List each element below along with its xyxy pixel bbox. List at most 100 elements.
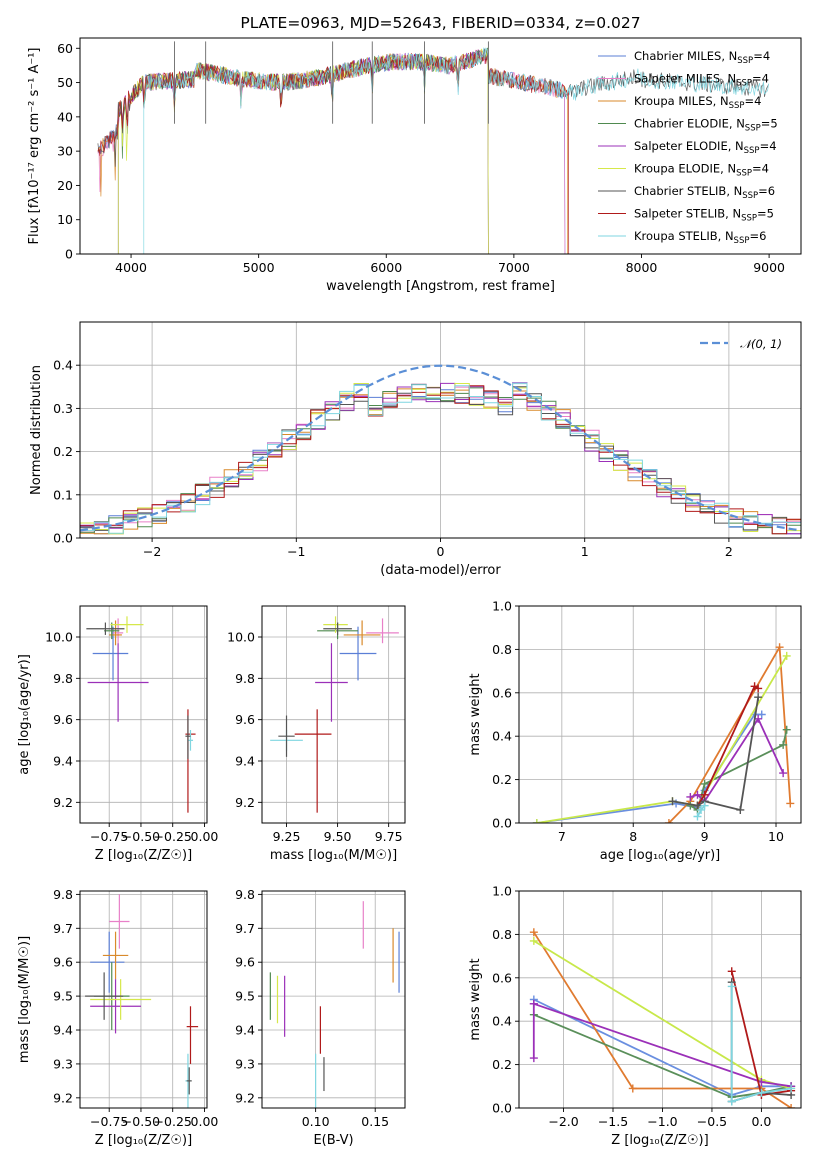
y-tick-label: 9.2 — [235, 1090, 255, 1105]
y-axis-label: age [log₁₀(age/yr)] — [17, 654, 32, 775]
mass-weight-marker — [693, 790, 702, 799]
x-tick-label: 6000 — [370, 260, 402, 275]
plot-area — [86, 616, 196, 813]
errorbar-point — [104, 622, 120, 640]
y-axis-label: mass weight — [468, 958, 483, 1040]
legend-sub: SSP — [736, 169, 752, 179]
y-tick-label: 10.0 — [227, 630, 255, 645]
y-tick-label: 1.0 — [492, 599, 512, 614]
x-tick-label: −1.0 — [647, 1114, 677, 1129]
axes-frame — [79, 321, 802, 539]
legend-eq: =6 — [758, 184, 775, 198]
legend-n: N — [727, 162, 736, 176]
axes-frame — [79, 605, 208, 824]
x-tick-label: 4000 — [115, 260, 147, 275]
errorbar-point — [315, 643, 348, 722]
legend-name: Salpeter MILES, — [634, 72, 727, 86]
legend-sub: SSP — [734, 236, 750, 246]
y-axis-label: Flux [fλ10⁻¹⁷ erg cm⁻² s⁻¹ A⁻¹] — [27, 48, 42, 245]
panel-2: −2 −1 0 1 2 0.0 0.1 0.2 0.3 0.4 (data-model)/error… — [29, 321, 802, 578]
errorbar-point — [366, 618, 399, 644]
legend-name: Kroupa ELODIE, — [634, 162, 727, 176]
mass-weight-line — [696, 685, 759, 807]
errorbar-point — [186, 1067, 192, 1095]
y-tick-label: 0.0 — [492, 1101, 512, 1116]
legend-n: N — [725, 229, 734, 243]
legend-n: N — [720, 94, 729, 108]
x-tick-label: −0.25 — [154, 1114, 192, 1129]
x-tick-label: 8000 — [626, 260, 658, 275]
y-tick-label: 0.6 — [492, 685, 512, 700]
mass-weight-marker — [700, 779, 709, 788]
x-axis-label: E(B-V) — [313, 1133, 353, 1148]
mass-weight-marker — [727, 967, 736, 976]
errorbar-point — [109, 894, 130, 949]
y-tick-label: 30 — [57, 144, 73, 159]
x-tick-label: −2.0 — [548, 1114, 578, 1129]
mass-weight-marker — [529, 999, 538, 1008]
y-tick-label: 0.2 — [53, 444, 73, 459]
panel-6: −0.75−0.50−0.250.00 9.2 9.3 9.4 9.5 9.6 9.7 9.8… — [17, 887, 218, 1148]
y-tick-label: 9.6 — [53, 955, 73, 970]
legend-name: Chabrier MILES, — [634, 49, 729, 63]
mass-weight-marker — [727, 1097, 736, 1106]
x-tick-label: −1.5 — [598, 1114, 628, 1129]
mass-weight-marker — [693, 812, 702, 821]
legend-sub: SSP — [745, 124, 761, 134]
legend-eq: =5 — [761, 117, 778, 131]
panel-1: 4000 5000 6000 7000 8000 9000 0 10 20 30 40 50 60 wav… — [27, 14, 802, 294]
legend-n: N — [736, 117, 745, 131]
y-tick-label: 9.4 — [235, 754, 255, 769]
axes-frame — [79, 890, 208, 1109]
grid-lines — [262, 891, 405, 1108]
y-tick-label: 9.2 — [53, 795, 73, 810]
mass-weight-line — [533, 998, 792, 1096]
y-tick-label: 9.5 — [53, 989, 73, 1004]
x-tick-label: −0.50 — [122, 1114, 160, 1129]
mass-weight-marker — [782, 651, 791, 660]
y-tick-label: 9.3 — [53, 1056, 73, 1071]
y-tick-label: 9.4 — [53, 1023, 73, 1038]
spectrum-line — [117, 47, 489, 254]
x-tick-label: −0.75 — [90, 1114, 128, 1129]
y-tick-label: 0.0 — [492, 816, 512, 831]
errorbar-point — [90, 979, 141, 1034]
legend-name: Chabrier STELIB, — [634, 184, 734, 198]
errorbar-point — [92, 626, 129, 681]
x-tick-label: −0.75 — [90, 829, 128, 844]
errorbar-point — [343, 620, 381, 646]
errorbar-point — [90, 979, 152, 1020]
x-axis-label: Z [log₁₀(Z/Z☉)] — [95, 1133, 192, 1148]
y-tick-label: 9.8 — [53, 887, 73, 902]
mass-weight-marker — [754, 693, 763, 702]
errorbar-point — [294, 709, 332, 813]
mass-weight-marker — [700, 801, 709, 810]
mass-weight-marker — [779, 740, 788, 749]
mass-weight-line — [730, 986, 792, 1103]
plot-area — [269, 901, 400, 1108]
legend-label: Salpeter STELIB, NSSP=5 — [634, 207, 774, 224]
x-tick-label: 9.50 — [324, 829, 352, 844]
mass-weight-marker — [697, 805, 706, 814]
legend-sub: SSP — [737, 56, 753, 66]
mass-weight-marker — [693, 801, 702, 810]
legend-label: Salpeter ELODIE, NSSP=4 — [634, 139, 777, 156]
legend-n: N — [735, 139, 744, 153]
panel-5: 7 8 9 10 0.0 0.2 0.4 0.6 0.8 1.0 age [log₁₀(age/yr… — [468, 599, 802, 863]
spectrum-line — [143, 47, 769, 254]
x-tick-label: 9.75 — [375, 829, 403, 844]
y-tick-label: 0.6 — [492, 970, 512, 985]
histogram-step — [80, 385, 801, 535]
chart-title: PLATE=0963, MJD=52643, FIBERID=0334, z=0… — [240, 14, 640, 32]
plot-area — [270, 616, 399, 813]
plot-area — [532, 643, 795, 823]
y-tick-label: 40 — [57, 109, 73, 124]
mass-weight-marker — [775, 643, 784, 652]
axes-frame — [518, 605, 802, 824]
mass-weight-marker — [529, 1054, 538, 1063]
x-axis-label: Z [log₁₀(Z/Z☉)] — [95, 848, 192, 863]
x-tick-label: 0.00 — [191, 1114, 219, 1129]
legend-eq: =4 — [760, 139, 777, 153]
